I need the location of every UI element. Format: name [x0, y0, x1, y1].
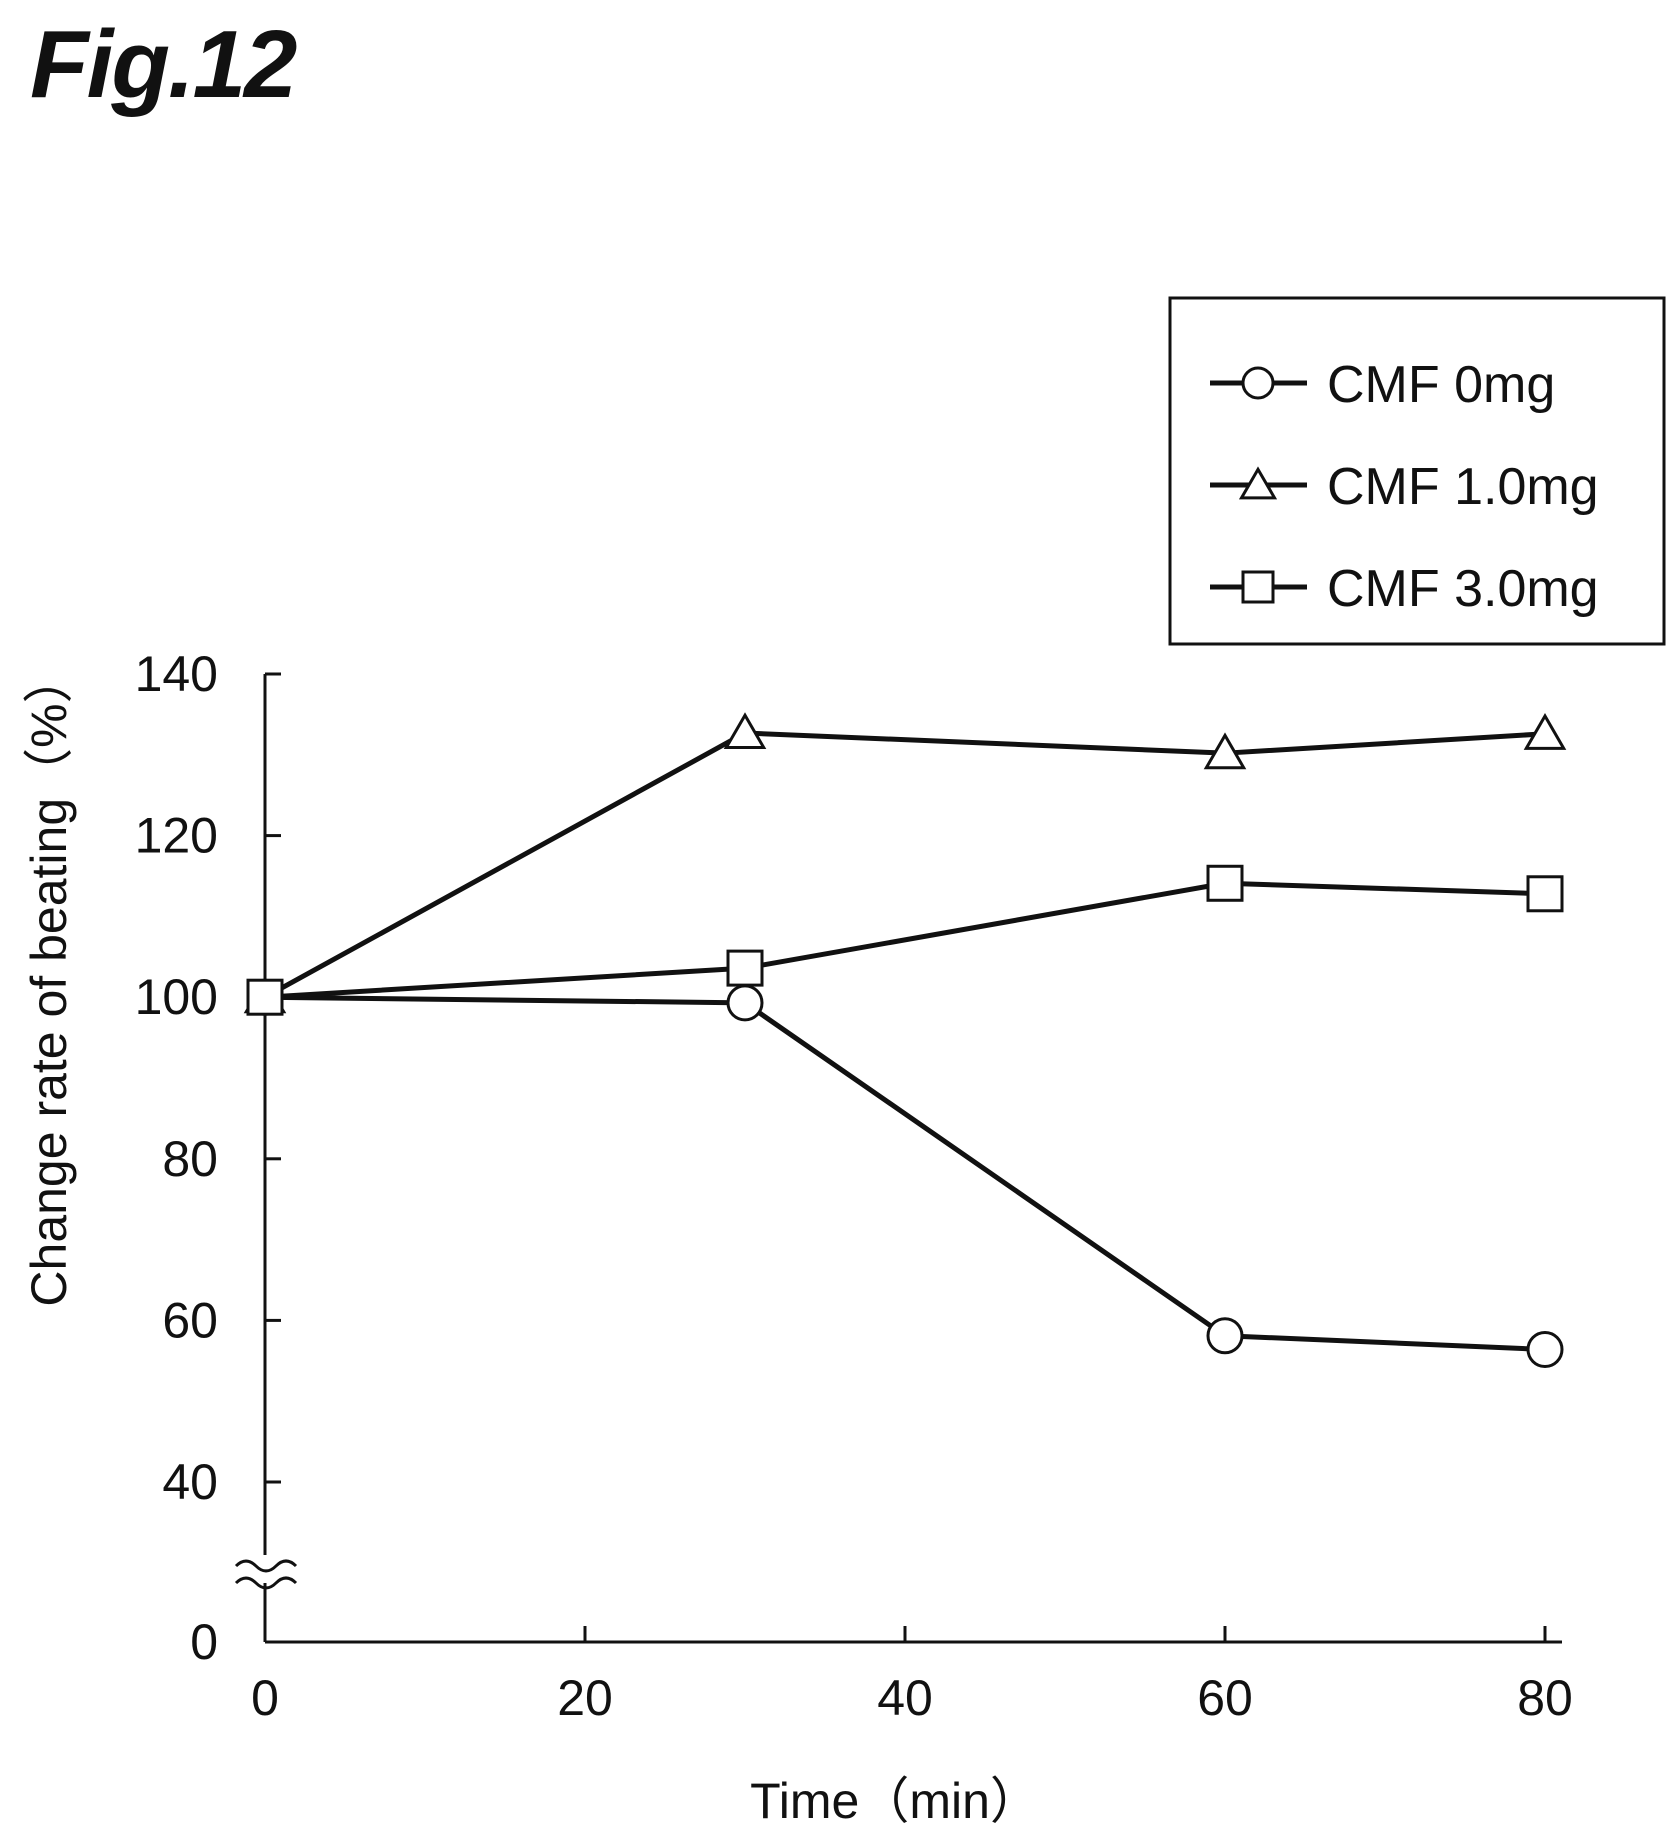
data-point-circle — [1526, 1330, 1564, 1368]
series-line — [263, 730, 1546, 1000]
data-point-circle — [1206, 1317, 1244, 1355]
x-tick-label: 0 — [251, 1670, 279, 1726]
data-point-square — [246, 978, 284, 1016]
y-tick-label: 120 — [135, 808, 218, 864]
data-point-triangle — [723, 712, 767, 750]
y-tick-label: 40 — [162, 1454, 218, 1510]
series-line — [264, 880, 1546, 1000]
y-tick-label: 140 — [135, 646, 218, 702]
legend-label: CMF 0mg — [1327, 356, 1555, 414]
y-tick-label: 80 — [162, 1131, 218, 1187]
data-point-square — [1526, 875, 1564, 913]
series-markers-square — [246, 864, 1564, 1016]
legend-label: CMF 3.0mg — [1327, 560, 1599, 618]
x-tick-label: 20 — [557, 1670, 613, 1726]
series-square — [264, 880, 1546, 1000]
x-axis-label: Time（min） — [750, 1773, 1040, 1829]
series-circle — [264, 994, 1546, 1352]
legend-item: CMF 0mg — [1210, 356, 1555, 414]
legend-marker-triangle — [1238, 466, 1278, 500]
axes: 0 40 60 80 100 120 140 0 20 40 60 80 — [135, 646, 1573, 1726]
series-triangle — [263, 730, 1546, 1000]
series-line — [264, 994, 1546, 1352]
y-tick-label: 60 — [162, 1292, 218, 1348]
y-axis-break-mark — [234, 1559, 298, 1590]
data-point-square — [726, 949, 764, 987]
figure-label: Fig.12 — [30, 11, 297, 118]
y-tick-label: 0 — [190, 1614, 218, 1670]
legend-marker-circle — [1241, 366, 1275, 400]
data-point-triangle — [1203, 732, 1247, 770]
x-tick-label: 80 — [1517, 1670, 1573, 1726]
legend-marker-square — [1241, 570, 1275, 604]
data-point-triangle — [1523, 713, 1567, 750]
y-tick-label: 100 — [135, 969, 218, 1025]
x-tick-label: 40 — [877, 1670, 933, 1726]
series-markers-circle — [246, 978, 1564, 1368]
legend-item: CMF 3.0mg — [1210, 560, 1599, 618]
series-markers-triangle — [243, 712, 1567, 1014]
data-point-square — [1206, 864, 1244, 902]
series-layer — [243, 712, 1567, 1368]
data-point-circle — [726, 984, 764, 1022]
legend-item: CMF 1.0mg — [1210, 458, 1599, 516]
x-tick-label: 60 — [1197, 1670, 1253, 1726]
legend: CMF 0mg CMF 1.0mg CMF 3.0mg — [1168, 296, 1666, 646]
y-axis-label: Change rate of beating（%） — [21, 653, 77, 1306]
legend-label: CMF 1.0mg — [1327, 458, 1599, 516]
